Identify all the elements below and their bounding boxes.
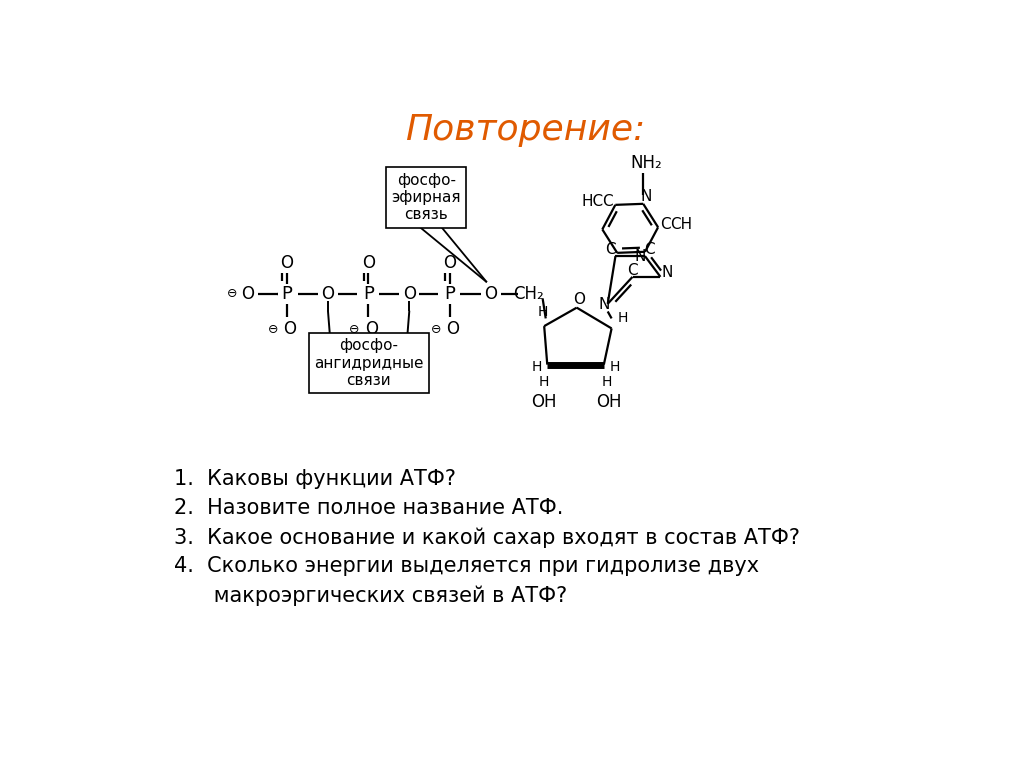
Text: C: C <box>602 194 613 209</box>
Text: N: N <box>662 265 673 280</box>
Text: P: P <box>282 285 292 303</box>
Text: O: O <box>402 285 416 303</box>
Text: H: H <box>531 360 542 374</box>
Text: 1.  Каковы функции АТФ?: 1. Каковы функции АТФ? <box>174 469 457 489</box>
Text: P: P <box>362 285 374 303</box>
Text: C: C <box>605 242 616 258</box>
Text: C: C <box>628 263 638 278</box>
Text: H: H <box>538 305 548 319</box>
Text: N: N <box>641 189 652 203</box>
Text: N: N <box>599 297 610 312</box>
Text: O: O <box>322 285 335 303</box>
Text: ⊖: ⊖ <box>430 323 441 336</box>
Text: H: H <box>617 311 628 324</box>
Text: макроэргических связей в АТФ?: макроэргических связей в АТФ? <box>174 586 567 606</box>
Text: Повторение:: Повторение: <box>404 113 645 146</box>
Text: P: P <box>444 285 455 303</box>
Text: O: O <box>443 254 456 272</box>
Text: O: O <box>446 320 459 338</box>
Text: 3.  Какое основание и какой сахар входят в состав АТФ?: 3. Какое основание и какой сахар входят … <box>174 527 801 548</box>
Text: O: O <box>365 320 378 338</box>
Text: ⊖: ⊖ <box>267 323 279 336</box>
Text: OH: OH <box>531 393 557 410</box>
Text: OH: OH <box>596 393 622 410</box>
Text: H: H <box>602 374 612 389</box>
Text: N: N <box>635 249 646 264</box>
Text: 2.  Назовите полное название АТФ.: 2. Назовите полное название АТФ. <box>174 498 564 518</box>
Text: O: O <box>281 254 293 272</box>
Text: O: O <box>484 285 498 303</box>
Text: 4.  Сколько энергии выделяется при гидролизе двух: 4. Сколько энергии выделяется при гидрол… <box>174 556 760 576</box>
Text: ⊖: ⊖ <box>227 288 238 300</box>
Text: фосфо-
эфирная
связь: фосфо- эфирная связь <box>391 173 461 222</box>
Text: HC: HC <box>581 194 603 209</box>
Text: NH₂: NH₂ <box>631 154 663 172</box>
Text: C: C <box>644 242 655 258</box>
Text: CH: CH <box>671 217 692 232</box>
Text: O: O <box>573 292 585 308</box>
Text: O: O <box>361 254 375 272</box>
Text: фосфо-
ангидридные
связи: фосфо- ангидридные связи <box>314 338 423 388</box>
Text: O: O <box>242 285 255 303</box>
Text: ⊖: ⊖ <box>349 323 359 336</box>
Text: O: O <box>284 320 297 338</box>
Text: H: H <box>539 374 549 389</box>
Text: CH₂: CH₂ <box>513 285 544 303</box>
Text: C: C <box>660 217 671 232</box>
Text: H: H <box>609 360 620 374</box>
